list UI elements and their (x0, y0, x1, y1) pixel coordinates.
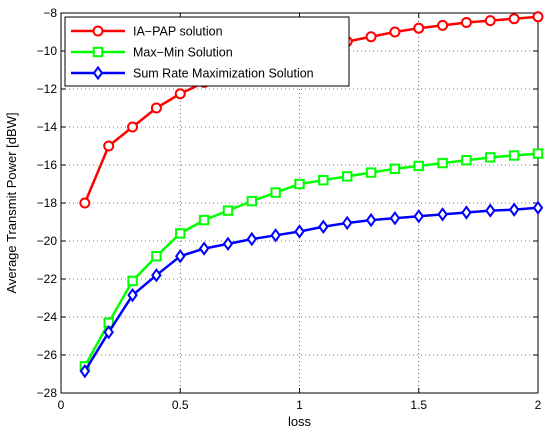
y-tick-label: −14 (37, 120, 58, 134)
data-point-diamond (175, 248, 186, 264)
legend-item: Max−Min Solution (71, 46, 233, 60)
legend-marker-square (92, 46, 104, 58)
y-tick-label: −20 (37, 234, 58, 248)
data-point-square (175, 228, 186, 239)
data-point-square (413, 160, 424, 172)
data-point-circle (484, 15, 496, 27)
x-tick-label: 0.5 (172, 398, 189, 412)
y-tick-label: −22 (37, 272, 58, 286)
y-tick-label: −8 (43, 6, 57, 20)
data-point-square (342, 171, 353, 182)
data-point-circle (150, 102, 162, 114)
axis-ticks: 0 0.5 1 1.5 2 −28 −26 −24 −22 −20 −18 −16 −14 −12 −10 −… (37, 6, 542, 412)
data-point-diamond (389, 210, 401, 226)
data-point-square (198, 214, 210, 226)
data-point-diamond (413, 209, 424, 224)
series-square (79, 148, 544, 372)
data-point-diamond (294, 224, 305, 239)
data-point-diamond (485, 203, 496, 218)
data-point-circle (365, 31, 377, 43)
data-point-square (485, 152, 496, 163)
y-tick-label: −10 (37, 44, 58, 58)
data-point-square (151, 251, 162, 262)
data-point-diamond (365, 212, 377, 228)
data-point-diamond (103, 324, 114, 340)
data-point-circle (508, 13, 520, 25)
data-point-diamond (127, 287, 138, 303)
data-point-diamond (461, 205, 472, 220)
data-point-square (294, 178, 305, 190)
series-diamond (79, 200, 544, 379)
x-tick-label: 1 (296, 398, 303, 412)
data-point-square (222, 205, 234, 216)
legend-marker-circle (92, 25, 104, 37)
data-point-diamond (318, 219, 329, 234)
data-point-square (461, 155, 472, 166)
data-point-square (318, 175, 329, 186)
data-point-square (270, 187, 281, 198)
data-point-diamond (437, 207, 448, 222)
data-point-square (389, 163, 401, 175)
legend: IA−PAP solution Max−Min Solution Sum Rate … (64, 16, 350, 87)
legend-label: Sum Rate Maximization Solution (133, 67, 314, 81)
data-point-circle (79, 197, 91, 209)
legend-item: IA−PAP solution (71, 25, 223, 39)
data-point-square (365, 167, 377, 178)
y-tick-label: −16 (37, 158, 58, 172)
x-tick-label: 1.5 (410, 398, 427, 412)
data-point-square (532, 148, 544, 159)
data-point-square (508, 150, 520, 161)
data-point-circle (437, 19, 449, 31)
data-point-circle (127, 121, 139, 133)
y-axis-label: Average Transmit Power [dBW] (4, 112, 19, 293)
y-tick-label: −26 (37, 348, 58, 362)
data-point-circle (460, 17, 472, 28)
data-point-diamond (508, 202, 520, 217)
data-point-circle (532, 11, 544, 23)
data-point-circle (174, 88, 186, 100)
series-group (79, 11, 544, 379)
y-tick-label: −28 (37, 386, 58, 400)
legend-label: IA−PAP solution (133, 25, 223, 39)
data-point-circle (103, 140, 115, 152)
grid (61, 13, 538, 393)
data-point-square (437, 157, 448, 169)
legend-marker-diamond (92, 65, 104, 81)
data-point-diamond (246, 231, 258, 247)
y-tick-label: −12 (37, 82, 58, 96)
y-tick-label: −24 (37, 310, 58, 324)
data-point-circle (413, 22, 425, 34)
data-point-diamond (222, 236, 234, 252)
data-point-diamond (341, 215, 353, 231)
x-axis-label: loss (288, 414, 312, 429)
legend-label: Max−Min Solution (133, 46, 233, 60)
data-point-diamond (79, 363, 91, 379)
data-point-diamond (532, 200, 544, 215)
data-point-diamond (198, 241, 210, 256)
data-point-diamond (270, 228, 281, 243)
data-point-square (246, 195, 258, 207)
x-tick-label: 2 (535, 398, 542, 412)
data-point-diamond (151, 267, 162, 283)
y-tick-label: −18 (37, 196, 58, 210)
data-point-square (127, 275, 138, 287)
data-point-circle (389, 26, 401, 38)
x-tick-label: 0 (58, 398, 65, 412)
legend-item: Sum Rate Maximization Solution (71, 65, 314, 81)
